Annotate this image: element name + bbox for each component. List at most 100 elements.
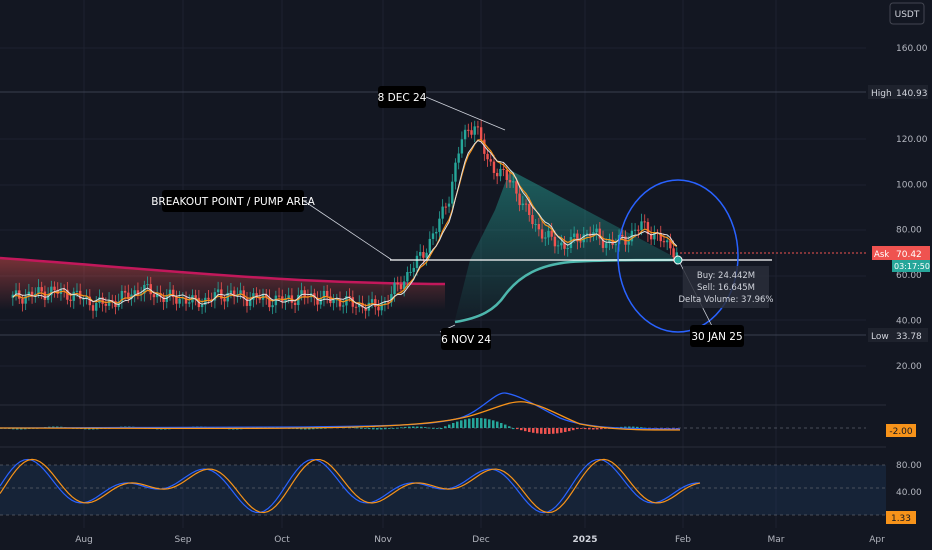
candle-body bbox=[364, 307, 367, 311]
macd-bar bbox=[392, 428, 395, 429]
candle-body bbox=[508, 179, 512, 183]
currency-badge[interactable]: USDT bbox=[889, 2, 925, 25]
macd-bar bbox=[556, 428, 559, 434]
candle-body bbox=[85, 296, 88, 299]
macd-bar bbox=[428, 427, 431, 429]
macd-bar bbox=[512, 428, 515, 430]
candle-body bbox=[91, 305, 95, 311]
candle-body bbox=[441, 206, 444, 219]
candle-body bbox=[107, 299, 111, 306]
stoch-d-line bbox=[0, 458, 701, 514]
candle-body bbox=[598, 228, 602, 239]
time-tick-dec: Dec bbox=[472, 535, 489, 545]
stoch-value-label: 1.33 bbox=[891, 514, 911, 524]
candle-body bbox=[649, 233, 653, 240]
time-axis[interactable]: Aug Sep Oct Nov Dec 2025 Feb Mar Apr bbox=[0, 528, 932, 550]
price-tick: 40.00 bbox=[896, 317, 922, 327]
peak-annotation[interactable]: 8 DEC 24 bbox=[378, 86, 427, 108]
candle-body bbox=[495, 172, 499, 177]
macd-bar bbox=[588, 428, 591, 430]
candle-body bbox=[540, 229, 544, 239]
candle-body bbox=[621, 235, 624, 237]
macd-value-badge: -2.00 bbox=[886, 424, 916, 437]
macd-bar bbox=[416, 426, 419, 428]
macd-bar bbox=[20, 428, 23, 430]
candle-body bbox=[335, 299, 338, 301]
candle-body bbox=[14, 290, 18, 295]
nov-annotation-label: 6 NOV 24 bbox=[441, 334, 491, 346]
macd-bar bbox=[640, 427, 643, 429]
macd-bar bbox=[460, 420, 463, 428]
candle-body bbox=[614, 244, 618, 246]
candle-body bbox=[213, 292, 217, 301]
candle-body bbox=[207, 297, 210, 300]
candle-body bbox=[43, 291, 47, 300]
candle-body bbox=[672, 248, 675, 258]
candle-body bbox=[309, 293, 313, 298]
macd-bar bbox=[584, 428, 587, 430]
candle-body bbox=[659, 232, 662, 242]
candle-body bbox=[255, 293, 258, 298]
candle-body bbox=[82, 298, 85, 300]
jan-annotation[interactable]: 30 JAN 25 bbox=[690, 325, 744, 347]
candle-body bbox=[492, 161, 496, 173]
macd-bar bbox=[440, 428, 443, 430]
candle-body bbox=[216, 289, 220, 293]
candle-body bbox=[467, 129, 470, 131]
candle-body bbox=[62, 289, 66, 291]
candle-body bbox=[172, 289, 175, 298]
candle-body bbox=[27, 291, 31, 296]
candle-body bbox=[406, 272, 409, 282]
macd-bar bbox=[360, 428, 363, 429]
candle-body bbox=[550, 230, 553, 237]
candle-body bbox=[332, 299, 335, 304]
macd-bar bbox=[560, 428, 563, 433]
ema-white bbox=[12, 140, 678, 309]
candle-body bbox=[69, 299, 72, 301]
macd-bar bbox=[528, 428, 531, 433]
candle-body bbox=[451, 181, 454, 204]
candle-body bbox=[111, 299, 114, 301]
macd-bar bbox=[552, 428, 555, 434]
macd-bar bbox=[388, 428, 391, 429]
focus-circle bbox=[617, 179, 739, 333]
macd-bar bbox=[464, 419, 467, 428]
low-badge-label: Low bbox=[871, 332, 889, 342]
candle-body bbox=[322, 290, 326, 299]
time-tick-nov: Nov bbox=[374, 535, 392, 545]
macd-bar bbox=[316, 428, 319, 429]
candle-body bbox=[585, 233, 589, 235]
candle-body bbox=[569, 237, 573, 248]
nov-annotation[interactable]: 6 NOV 24 bbox=[441, 328, 491, 350]
candle-body bbox=[386, 301, 390, 303]
macd-bar bbox=[408, 426, 411, 428]
peak-annotation-label: 8 DEC 24 bbox=[378, 92, 427, 104]
candle-body bbox=[438, 218, 441, 232]
macd-bar bbox=[420, 426, 423, 428]
high-badge-value: 140.93 bbox=[896, 89, 928, 99]
candle-body bbox=[399, 284, 403, 290]
candle-body bbox=[409, 271, 412, 273]
macd-bar bbox=[300, 428, 303, 430]
candle-body bbox=[120, 290, 124, 302]
candle-body bbox=[553, 236, 557, 247]
breakout-annotation[interactable]: BREAKOUT POINT / PUMP AREA bbox=[151, 190, 316, 212]
candle-body bbox=[486, 153, 489, 160]
candle-body bbox=[66, 289, 69, 300]
candle-body bbox=[200, 304, 204, 308]
candle-body bbox=[348, 296, 351, 298]
candle-body bbox=[268, 297, 271, 308]
candle-body bbox=[300, 290, 303, 295]
stoch-tick-80: 80.00 bbox=[896, 461, 922, 471]
candle-body bbox=[640, 221, 643, 231]
price-tick: 100.00 bbox=[896, 180, 928, 190]
candle-body bbox=[560, 242, 563, 246]
macd-bar bbox=[592, 428, 595, 430]
macd-signal bbox=[0, 401, 681, 431]
macd-bar bbox=[572, 428, 575, 431]
macd-bar bbox=[496, 421, 499, 428]
macd-bar bbox=[636, 426, 639, 428]
candle-body bbox=[380, 303, 383, 311]
macd-bar bbox=[400, 427, 403, 429]
